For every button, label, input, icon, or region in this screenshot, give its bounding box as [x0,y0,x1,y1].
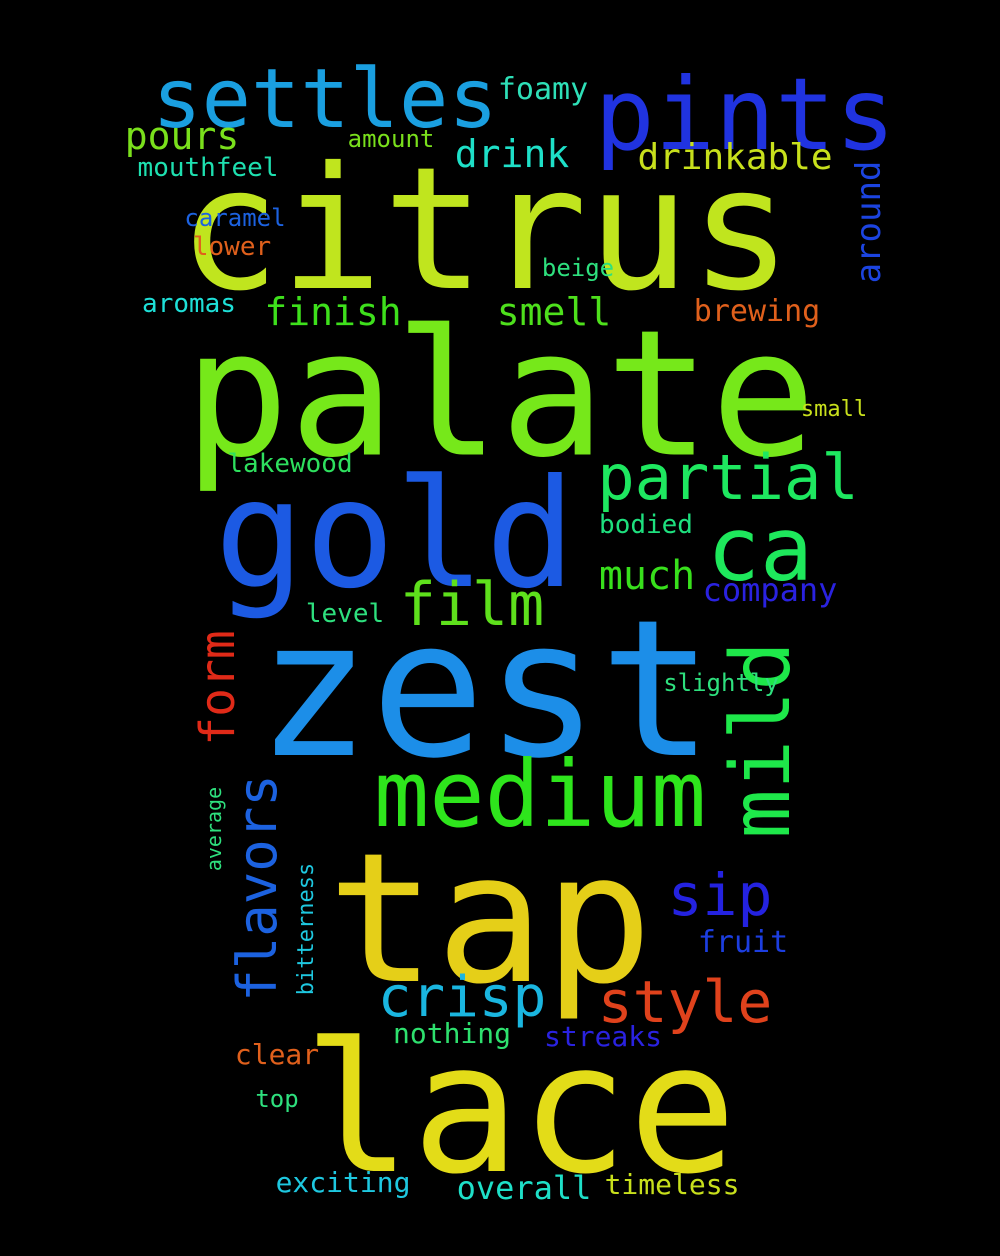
word-style: style [597,968,773,1036]
word-foamy: foamy [497,72,589,107]
word-around: around [849,160,889,284]
word-overall: overall [456,1169,592,1207]
word-pints: pints [594,56,896,173]
word-finish: finish [264,290,402,334]
word-partial: partial [597,441,859,514]
word-small: small [800,397,868,422]
word-lower: lower [192,232,272,262]
word-bodied: bodied [599,510,693,540]
word-top: top [255,1085,299,1113]
word-film: film [399,570,545,640]
word-fruit: fruit [697,925,789,960]
word-streaks: streaks [543,1020,663,1053]
word-drinkable: drinkable [637,137,833,178]
word-mouthfeel: mouthfeel [137,153,279,183]
word-caramel: caramel [184,204,286,232]
word-crisp: crisp [377,965,547,1030]
word-brewing: brewing [693,294,821,329]
word-citrus: citrus [177,131,793,329]
word-palate: palate [183,293,817,497]
word-ca: ca [707,498,813,601]
word-aromas: aromas [142,289,236,319]
word-timeless: timeless [604,1168,740,1201]
word-company: company [702,571,838,609]
word-average: average [202,786,226,872]
word-clear: clear [234,1038,320,1071]
word-beige: beige [541,254,615,282]
word-smell: smell [496,290,612,334]
word-level: level [305,599,385,629]
word-exciting: exciting [275,1166,411,1199]
word-sip: sip [667,861,773,929]
word-flavors: flavors [226,774,289,1002]
word-form: form [190,630,246,746]
word-pours: pours [124,114,240,158]
word-lakewood: lakewood [227,449,353,479]
word-bitterness: bitterness [294,862,319,996]
word-lace: lace [303,1005,737,1214]
word-settles: settles [152,52,498,147]
word-zest: zest [256,579,714,800]
word-much: much [598,553,696,599]
word-drink: drink [454,132,570,176]
word-amount: amount [347,125,435,153]
word-slightly: slightly [663,669,779,697]
word-nothing: nothing [392,1017,512,1050]
word-medium: medium [373,741,707,848]
word-gold: gold [214,448,576,622]
word-tap: tap [327,815,653,1024]
